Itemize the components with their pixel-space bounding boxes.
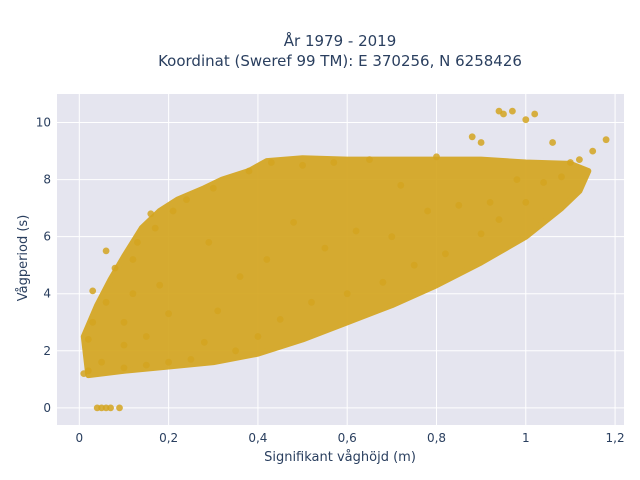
y-tick-label: 10 <box>36 116 51 130</box>
x-tick-label: 0,8 <box>427 431 446 445</box>
data-point <box>142 361 150 369</box>
data-point <box>107 404 114 412</box>
x-tick-label: 1,2 <box>606 431 625 445</box>
data-point <box>232 347 240 355</box>
data-point <box>142 333 150 340</box>
data-point <box>165 358 173 366</box>
data-point <box>549 139 556 146</box>
data-point <box>424 207 431 215</box>
data-point <box>129 256 137 263</box>
data-point <box>183 196 190 204</box>
data-point <box>151 224 159 232</box>
chart-title-line1: År 1979 - 2019 <box>284 31 397 50</box>
data-point <box>330 159 338 166</box>
y-tick-label: 2 <box>43 344 51 358</box>
data-point <box>134 239 141 246</box>
data-point <box>468 133 476 141</box>
y-tick-label: 0 <box>43 401 51 415</box>
data-point <box>366 156 373 164</box>
x-tick-label: 1 <box>522 431 530 445</box>
data-point <box>120 364 128 372</box>
data-point <box>290 219 297 226</box>
data-point <box>486 199 494 206</box>
data-point <box>267 159 275 166</box>
tick-labels: 0 0,2 0,4 0,6 0,8 1 1,2 0 2 4 6 8 10 <box>36 116 625 445</box>
data-point <box>513 176 521 184</box>
data-points <box>80 107 610 412</box>
data-point <box>102 247 110 255</box>
data-point <box>477 230 485 238</box>
data-point <box>388 233 396 241</box>
data-point <box>352 227 360 235</box>
density-bands <box>80 155 592 379</box>
data-point <box>540 179 547 186</box>
data-point <box>410 261 418 269</box>
y-tick-label: 6 <box>43 230 51 244</box>
data-point <box>576 156 583 164</box>
data-point <box>120 341 128 349</box>
chart-title-line2: Koordinat (Sweref 99 TM): E 370256, N 62… <box>158 52 522 70</box>
data-point <box>89 318 97 326</box>
data-point <box>397 181 405 189</box>
data-point <box>84 336 92 343</box>
data-point <box>187 356 195 363</box>
data-point <box>495 216 503 224</box>
data-point <box>477 139 485 146</box>
y-tick-label: 4 <box>43 287 51 301</box>
data-point <box>147 210 155 218</box>
data-point <box>308 298 315 306</box>
y-axis-label: Vågperiod (s) <box>16 215 31 302</box>
data-point <box>455 201 463 209</box>
data-point <box>245 167 253 175</box>
data-point <box>156 281 164 289</box>
x-tick-label: 0,6 <box>338 431 357 445</box>
data-point <box>531 110 539 118</box>
data-point <box>129 290 137 298</box>
data-point <box>602 136 610 144</box>
data-point <box>116 404 123 412</box>
data-point <box>254 333 262 340</box>
data-point <box>321 244 329 252</box>
data-point <box>236 273 244 280</box>
x-axis-label: Signifikant våghöjd (m) <box>264 450 416 465</box>
data-point <box>500 110 507 118</box>
data-point <box>120 318 128 326</box>
data-point <box>165 310 173 318</box>
data-point <box>200 338 208 346</box>
data-point <box>522 199 530 206</box>
data-point <box>299 161 306 169</box>
data-point <box>111 264 119 272</box>
data-point <box>589 147 597 155</box>
point-cloud <box>80 155 592 379</box>
data-point <box>522 116 530 124</box>
data-point <box>379 278 387 286</box>
data-point <box>263 256 271 263</box>
data-point <box>205 239 213 246</box>
x-tick-label: 0 <box>76 431 84 445</box>
y-tick-label: 8 <box>43 173 51 187</box>
data-point <box>102 298 110 306</box>
data-point <box>214 307 222 315</box>
x-tick-label: 0,2 <box>159 431 178 445</box>
x-tick-label: 0,4 <box>248 431 267 445</box>
data-point <box>209 184 217 192</box>
data-point <box>276 316 284 323</box>
data-point <box>567 159 574 166</box>
data-point <box>89 287 97 295</box>
data-point <box>433 153 440 161</box>
data-point <box>98 358 105 366</box>
data-point <box>169 207 177 215</box>
data-point <box>343 290 351 298</box>
data-point <box>442 250 449 258</box>
data-point <box>558 173 565 181</box>
data-point <box>509 107 516 115</box>
data-point <box>84 367 92 375</box>
